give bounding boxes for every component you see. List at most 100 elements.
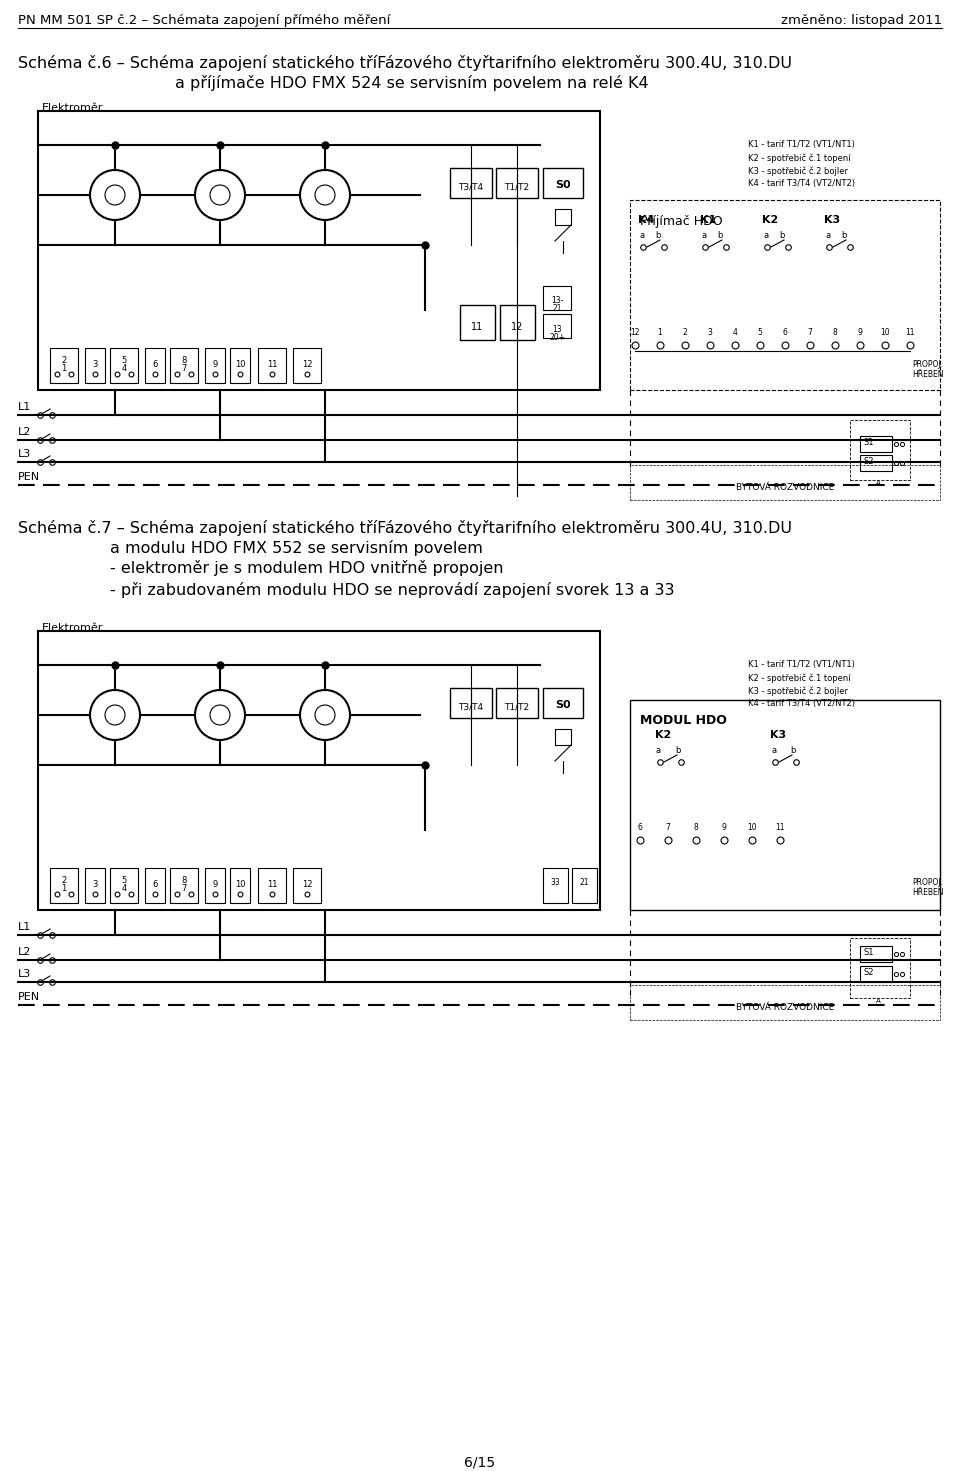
Bar (205, 349, 225, 382)
Text: MODUL HDO: MODUL HDO (640, 713, 727, 727)
Text: 12: 12 (301, 880, 312, 888)
Bar (860, 946, 892, 962)
Text: 11: 11 (905, 328, 915, 337)
Text: b: b (717, 231, 722, 240)
Text: Elektroměr: Elektroměr (42, 103, 104, 113)
Bar (630, 200, 940, 390)
Text: 3: 3 (92, 360, 98, 369)
Text: 5: 5 (121, 877, 127, 886)
Text: L2: L2 (18, 427, 32, 437)
Bar (543, 688, 583, 718)
Text: 9: 9 (857, 328, 862, 337)
Bar (258, 868, 286, 903)
Text: K3 - spotřebič č.2 bojler: K3 - spotřebič č.2 bojler (748, 685, 848, 696)
Text: T3/T4: T3/T4 (459, 702, 484, 710)
Text: 10: 10 (235, 360, 245, 369)
Text: K2: K2 (762, 215, 779, 225)
Text: PROPOJ.
HŘEBEN: PROPOJ. HŘEBEN (912, 878, 944, 897)
Text: 12: 12 (631, 328, 639, 337)
Text: K3 - spotřebič č.2 bojler: K3 - spotřebič č.2 bojler (748, 166, 848, 175)
Text: a modulu HDO FMX 552 se servisním povelem: a modulu HDO FMX 552 se servisním povele… (110, 540, 483, 556)
Text: Schéma č.6 – Schéma zapojení statického tříFázového čtyřtarifního elektroměru 30: Schéma č.6 – Schéma zapojení statického … (18, 54, 792, 71)
Text: a: a (763, 231, 768, 240)
Bar (860, 435, 892, 452)
Text: 7: 7 (181, 363, 186, 374)
Text: 2: 2 (683, 328, 687, 337)
Bar (850, 421, 910, 480)
Text: změněno: listopad 2011: změněno: listopad 2011 (780, 15, 942, 26)
Text: T1/T2: T1/T2 (504, 182, 530, 191)
Bar (145, 868, 165, 903)
Bar (38, 631, 600, 911)
Bar (500, 304, 535, 340)
Text: 33: 33 (550, 878, 560, 887)
Text: T3/T4: T3/T4 (459, 182, 484, 191)
Bar (85, 868, 105, 903)
Bar (450, 168, 492, 199)
Bar (258, 349, 286, 382)
Text: 21: 21 (552, 304, 562, 313)
Text: PEN: PEN (18, 991, 40, 1002)
Text: a: a (825, 231, 830, 240)
Text: 6/15: 6/15 (465, 1455, 495, 1470)
Text: b: b (675, 746, 681, 755)
Text: 6: 6 (782, 328, 787, 337)
Text: 6: 6 (637, 822, 642, 833)
Text: 13-: 13- (551, 296, 564, 304)
Text: 4: 4 (732, 328, 737, 337)
Text: L1: L1 (18, 402, 32, 412)
Text: S1: S1 (863, 438, 874, 447)
Text: a: a (771, 746, 776, 755)
Text: 1: 1 (61, 884, 66, 893)
Text: 3: 3 (708, 328, 712, 337)
Text: a: a (701, 231, 707, 240)
Text: 7: 7 (665, 822, 670, 833)
Text: K3: K3 (824, 215, 840, 225)
Text: S0: S0 (555, 179, 571, 190)
Bar (543, 313, 571, 338)
Text: 11: 11 (470, 322, 483, 332)
Text: 6: 6 (153, 360, 157, 369)
Text: b: b (655, 231, 660, 240)
Text: 2: 2 (61, 877, 66, 886)
Bar (110, 868, 138, 903)
Bar (572, 868, 597, 903)
Text: A: A (876, 997, 880, 1005)
Bar (293, 868, 321, 903)
Text: 10: 10 (747, 822, 756, 833)
Text: A: A (876, 480, 880, 485)
Bar (170, 868, 198, 903)
Bar (630, 465, 940, 500)
Text: PN MM 501 SP č.2 – Schémata zapojení přímého měření: PN MM 501 SP č.2 – Schémata zapojení pří… (18, 15, 391, 26)
Text: L3: L3 (18, 969, 32, 980)
Text: 8: 8 (181, 877, 186, 886)
Text: 8: 8 (832, 328, 837, 337)
Text: a: a (639, 231, 644, 240)
Bar (460, 304, 495, 340)
Bar (450, 688, 492, 718)
Text: 9: 9 (722, 822, 727, 833)
Text: a příjímače HDO FMX 524 se servisním povelem na relé K4: a příjímače HDO FMX 524 se servisním pov… (175, 75, 649, 91)
Text: 7: 7 (807, 328, 812, 337)
Text: K1 - tarif T1/T2 (VT1/NT1): K1 - tarif T1/T2 (VT1/NT1) (748, 140, 854, 149)
Bar (496, 688, 538, 718)
Bar (293, 349, 321, 382)
Text: K4 - tarif T3/T4 (VT2/NT2): K4 - tarif T3/T4 (VT2/NT2) (748, 179, 855, 188)
Text: b: b (790, 746, 796, 755)
Text: 9: 9 (212, 360, 218, 369)
Bar (860, 966, 892, 983)
Text: K1: K1 (700, 215, 716, 225)
Text: 4: 4 (121, 363, 127, 374)
Text: 10: 10 (880, 328, 890, 337)
Bar (50, 868, 78, 903)
Text: 5: 5 (121, 356, 127, 365)
Text: S2: S2 (863, 968, 874, 977)
Text: b: b (779, 231, 784, 240)
Text: K4: K4 (638, 215, 655, 225)
Bar (630, 700, 940, 911)
Text: Elektroměr: Elektroměr (42, 624, 104, 633)
Text: a: a (656, 746, 661, 755)
Bar (555, 209, 571, 225)
Text: S2: S2 (863, 457, 874, 466)
Text: 8: 8 (181, 356, 186, 365)
